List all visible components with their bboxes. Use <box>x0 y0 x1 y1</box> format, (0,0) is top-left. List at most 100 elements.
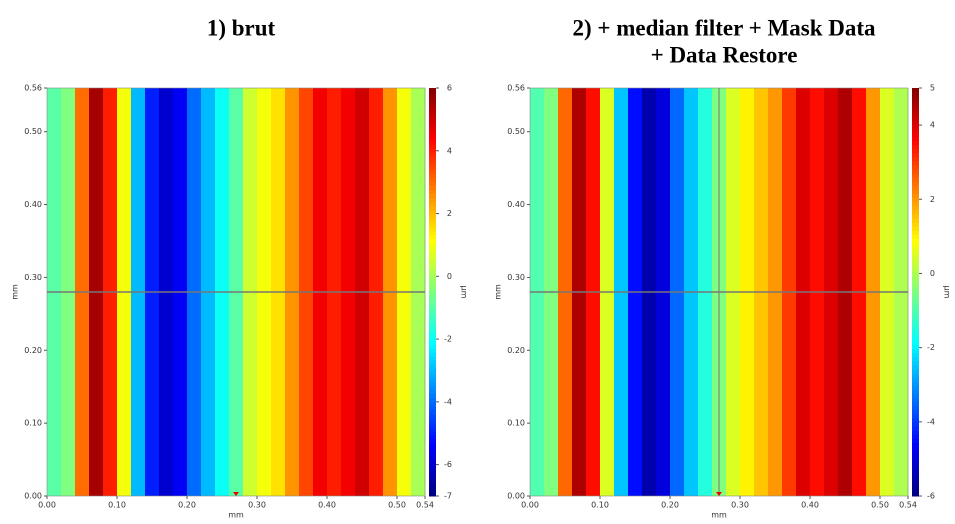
colorbar-cell <box>912 259 919 264</box>
colorbar-cell <box>429 332 436 338</box>
colorbar-cell <box>912 418 919 424</box>
x-tick-label: 0.00 <box>521 501 539 510</box>
colorbar-cell <box>429 283 436 289</box>
colorbar-cell <box>912 406 919 411</box>
colorbar-cell <box>912 263 919 269</box>
colorbar-cell <box>429 275 436 281</box>
colorbar-cell <box>429 116 436 122</box>
colorbar-tick-label: 0 <box>447 272 452 281</box>
colorbar-cell <box>912 141 919 146</box>
colorbar-cell <box>429 479 436 485</box>
colorbar-cell <box>912 132 919 138</box>
colorbar-cell <box>912 398 919 403</box>
colorbar-cell <box>912 214 919 220</box>
colorbar-cell <box>429 402 436 407</box>
colorbar-cell <box>912 304 919 309</box>
colorbar-cell <box>429 491 436 497</box>
colorbar-cell <box>429 218 436 224</box>
colorbar-cell <box>429 410 436 415</box>
colorbar-cell <box>429 198 436 203</box>
colorbar-cell <box>429 267 436 273</box>
x-tick-label: 0.54 <box>899 501 917 510</box>
colorbar-cell <box>912 479 919 485</box>
colorbar-cell <box>429 336 436 342</box>
colorbar-cell <box>912 206 919 211</box>
colorbar-cell <box>429 455 436 460</box>
colorbar-tick-label: 6 <box>447 84 452 93</box>
colorbar-cell <box>912 92 919 97</box>
colorbar-cell <box>912 381 919 387</box>
x-tick-label: 0.54 <box>416 501 434 510</box>
colorbar-cell <box>912 369 919 375</box>
colorbar-cell <box>429 230 436 236</box>
y-tick-label: 0.10 <box>24 419 42 428</box>
colorbar-cell <box>429 308 436 313</box>
colorbar-cell <box>429 467 436 473</box>
colorbar-cell <box>429 398 436 403</box>
colorbar-cell <box>912 365 919 371</box>
colorbar-cell <box>429 112 436 118</box>
colorbar-cell <box>912 357 919 362</box>
colorbar-cell <box>912 243 919 248</box>
colorbar-cell <box>912 491 919 497</box>
colorbar-cell <box>429 324 436 330</box>
colorbar-cell <box>912 108 919 113</box>
x-tick-label: 0.40 <box>318 501 336 510</box>
colorbar-cell <box>429 292 436 297</box>
colorbar-cell <box>912 324 919 330</box>
colorbar-cell <box>912 210 919 215</box>
colorbar-cell <box>429 108 436 113</box>
colorbar-cell <box>429 132 436 138</box>
y-axis-label: mm <box>494 284 503 300</box>
colorbar-cell <box>429 430 436 436</box>
colorbar-cell <box>429 169 436 175</box>
colorbar-tick-label: -4 <box>927 417 935 426</box>
colorbar-cell <box>912 349 919 354</box>
colorbar-cell <box>429 214 436 220</box>
colorbar-cell <box>429 475 436 481</box>
colorbar-cell <box>429 459 436 464</box>
colorbar-cell <box>912 222 919 228</box>
colorbar-cell <box>912 234 919 240</box>
colorbar-cell <box>912 410 919 415</box>
colorbar-cell <box>912 218 919 224</box>
colorbar-cell <box>912 169 919 175</box>
x-tick-label: 0.40 <box>801 501 819 510</box>
colorbar-cell <box>912 447 919 452</box>
x-axis-label: mm <box>228 511 244 520</box>
colorbar-cell <box>912 247 919 252</box>
colorbar-cell <box>912 296 919 301</box>
colorbar-cell <box>912 373 919 379</box>
y-tick-label: 0.40 <box>507 200 525 209</box>
y-tick-label: 0.50 <box>507 127 525 136</box>
x-tick-label: 0.50 <box>388 501 406 510</box>
colorbar-cell <box>912 385 919 391</box>
colorbar-tick-label: 0 <box>930 269 935 278</box>
colorbar-cell <box>912 104 919 109</box>
colorbar-cell <box>912 287 919 293</box>
colorbar-cell <box>429 251 436 256</box>
colorbar-cell <box>429 165 436 171</box>
colorbar-cell <box>429 389 436 395</box>
x-tick-label: 0.30 <box>248 501 266 510</box>
colorbar-cell <box>429 345 436 350</box>
colorbar-cell <box>912 459 919 464</box>
colorbar-cell <box>429 120 436 126</box>
colorbar-cell <box>429 210 436 215</box>
colorbar-cell <box>912 238 919 244</box>
colorbar-cell <box>429 414 436 419</box>
colorbar-cell <box>429 300 436 305</box>
colorbar-cell <box>912 112 919 118</box>
colorbar-cell <box>429 247 436 252</box>
y-tick-label: 0.30 <box>24 273 42 282</box>
colorbar-cell <box>429 316 436 322</box>
colorbar-cell <box>912 442 919 448</box>
colorbar-cell <box>429 100 436 105</box>
colorbar-cell <box>912 124 919 130</box>
colorbar-cell <box>429 296 436 301</box>
colorbar-cell <box>912 312 919 317</box>
colorbar-cell <box>429 349 436 354</box>
colorbar-cell <box>429 243 436 248</box>
colorbar-cell <box>912 353 919 358</box>
colorbar-cell <box>429 438 436 444</box>
